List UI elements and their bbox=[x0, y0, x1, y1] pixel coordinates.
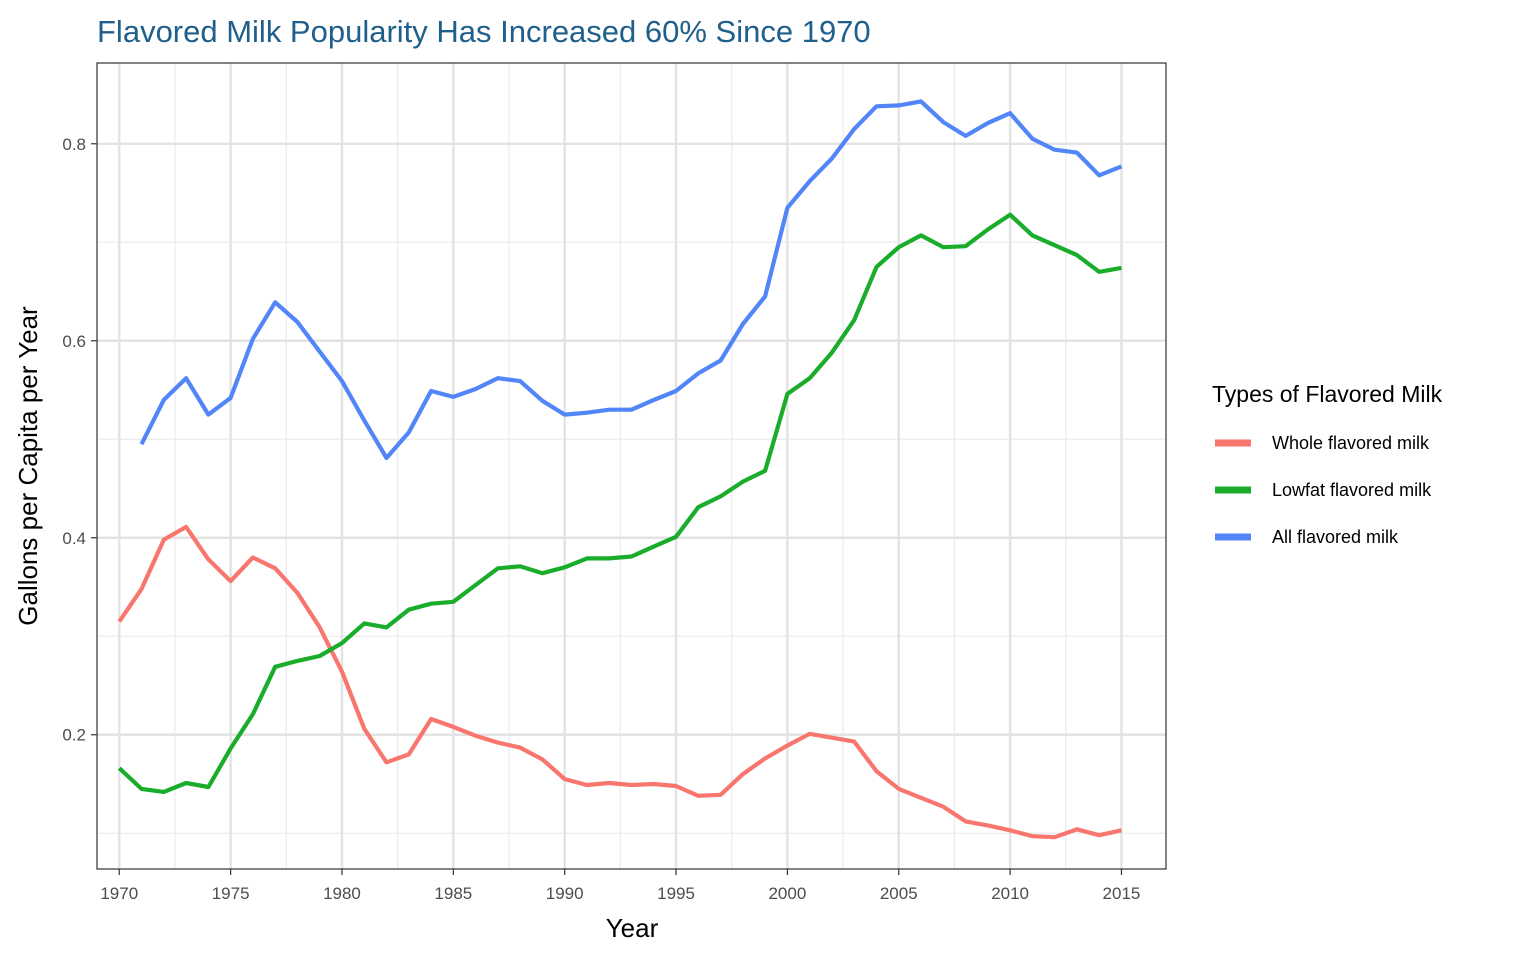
x-tick-label: 2010 bbox=[991, 884, 1029, 903]
legend-title: Types of Flavored Milk bbox=[1212, 381, 1443, 407]
y-tick-label: 0.6 bbox=[62, 332, 86, 351]
y-tick-label: 0.8 bbox=[62, 135, 86, 154]
y-axis: 0.2 0.4 0.6 0.8 bbox=[62, 135, 97, 745]
series-line-1 bbox=[117, 524, 1122, 840]
x-tick-label: 1980 bbox=[323, 884, 361, 903]
x-tick-label: 2015 bbox=[1103, 884, 1141, 903]
y-tick-label: 0.4 bbox=[62, 529, 86, 548]
x-tick-label: 1990 bbox=[546, 884, 584, 903]
series-line-3 bbox=[139, 99, 1123, 461]
legend-label-3: All flavored milk bbox=[1272, 527, 1399, 547]
x-tick-label: 1975 bbox=[212, 884, 250, 903]
x-tick-label: 2000 bbox=[768, 884, 806, 903]
series-lines bbox=[117, 99, 1123, 840]
y-tick-label: 0.2 bbox=[62, 726, 86, 745]
legend-label-1: Whole flavored milk bbox=[1272, 433, 1430, 453]
x-axis: 1970 1975 1980 1985 1990 1995 2000 2005 2010 2015 bbox=[100, 869, 1140, 903]
chart-title: Flavored Milk Popularity Has Increased 6… bbox=[97, 14, 871, 49]
legend: Types of Flavored Milk Whole flavored mi… bbox=[1212, 381, 1443, 547]
gridlines bbox=[97, 63, 1166, 869]
x-tick-label: 1995 bbox=[657, 884, 695, 903]
legend-label-2: Lowfat flavored milk bbox=[1272, 480, 1432, 500]
x-axis-title: Year bbox=[606, 913, 659, 943]
legend-items: Whole flavored milk Lowfat flavored milk A… bbox=[1215, 433, 1432, 547]
x-tick-label: 1985 bbox=[434, 884, 472, 903]
series-line-2 bbox=[117, 212, 1122, 795]
x-tick-label: 1970 bbox=[100, 884, 138, 903]
x-tick-label: 2005 bbox=[880, 884, 918, 903]
y-axis-title: Gallons per Capita per Year bbox=[13, 306, 43, 626]
plot-panel-border bbox=[96, 62, 1167, 870]
